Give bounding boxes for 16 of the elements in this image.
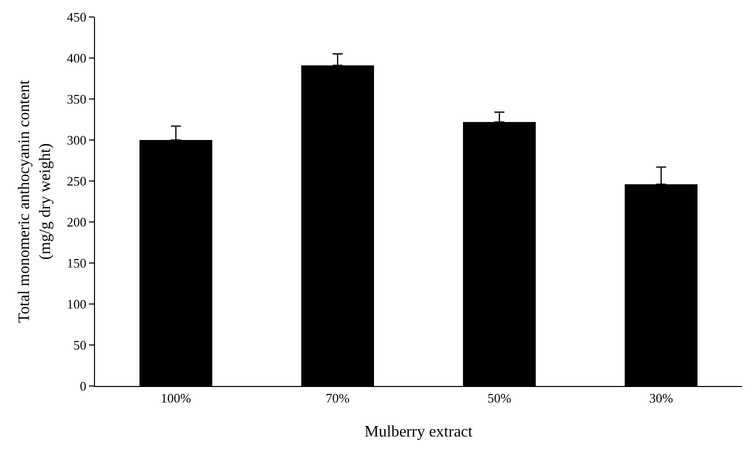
x-tick-label: 30% — [649, 390, 674, 406]
y-tick-label: 0 — [80, 378, 86, 394]
y-tick-label: 400 — [66, 50, 86, 66]
y-tick-label: 450 — [66, 10, 86, 25]
y-tick-label: 150 — [66, 256, 86, 271]
x-tick-label: 70% — [326, 390, 350, 406]
x-tick-label: 100% — [160, 390, 192, 406]
y-tick-label: 200 — [66, 214, 86, 230]
y-tick-label: 250 — [66, 174, 86, 189]
y-axis-title: Total monomeric anthocyanin content (mg/g dry weight) — [16, 80, 54, 323]
x-tick-label: 50% — [487, 390, 512, 406]
x-axis-title: Mulberry extract — [364, 423, 474, 440]
y-tick-label: 50 — [73, 338, 86, 353]
y-tick-label: 350 — [66, 92, 86, 107]
y-tick-label: 100 — [66, 296, 86, 312]
y-tick-label: 300 — [66, 132, 86, 148]
